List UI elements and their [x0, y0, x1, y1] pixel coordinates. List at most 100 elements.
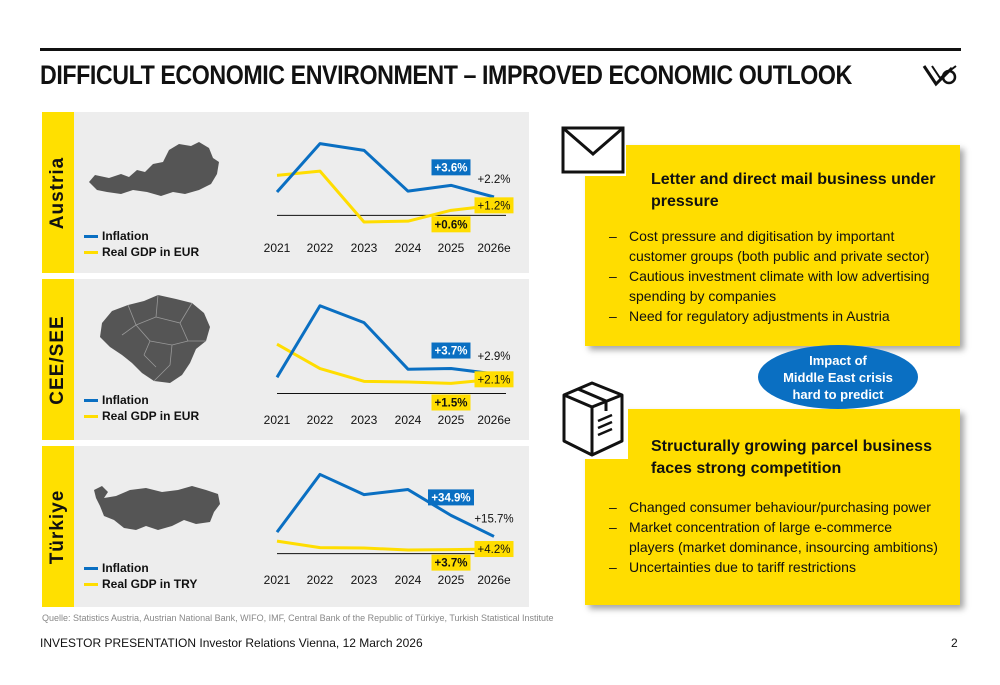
data-label: +2.1% — [478, 374, 511, 386]
gdp-line — [276, 169, 495, 224]
data-label: +3.7% — [435, 346, 468, 358]
bullet-item: Need for regulatory adjustments in Austr… — [609, 306, 929, 326]
x-tick-label: 2026e — [477, 241, 511, 255]
bullet-line: customer groups (both public and private… — [629, 248, 930, 264]
legend-gdp: Real GDP in TRY — [102, 577, 198, 591]
parcel-heading: Structurally growing parcel business face… — [651, 436, 932, 480]
x-tick-label: 2021 — [264, 241, 291, 255]
x-tick-label: 2023 — [351, 413, 378, 427]
x-tick-label: 2022 — [307, 413, 334, 427]
parcel-icon-box — [558, 375, 628, 459]
x-tick-label: 2025 — [438, 241, 465, 255]
austria-panel: Austria Inflation Real GDP in EUR 2021 20… — [42, 112, 529, 273]
gdp-line — [276, 342, 495, 385]
bullet-item: Cost pressure and digitisation by import… — [609, 226, 929, 266]
x-tick-label: 2021 — [264, 573, 291, 587]
turkey-map-icon — [94, 486, 220, 530]
oval-line: Middle East crisis — [783, 369, 893, 385]
data-label: +1.5% — [435, 398, 468, 410]
data-label: +0.6% — [435, 219, 468, 231]
envelope-icon-box — [560, 124, 626, 176]
bullet-line: Cautious investment climate with low adv… — [629, 268, 930, 284]
legend-inflation: Inflation — [102, 393, 149, 407]
footer-text: Investor Relations Vienna, 12 March 2026 — [196, 636, 423, 650]
bullet-item: Changed consumer behaviour/purchasing po… — [609, 497, 938, 517]
inflation-line — [275, 304, 495, 379]
data-label: +3.6% — [435, 162, 468, 174]
legend-inflation: Inflation — [102, 561, 149, 575]
x-tick-label: 2026e — [477, 413, 511, 427]
gdp-swatch — [84, 582, 98, 586]
gdp-swatch — [84, 414, 98, 418]
page-title: DIFFICULT ECONOMIC ENVIRONMENT – IMPROVE… — [40, 60, 852, 90]
footer-bold: INVESTOR PRESENTATION — [40, 636, 197, 650]
x-tick-label: 2025 — [438, 413, 465, 427]
data-label: +2.9% — [478, 351, 511, 363]
letter-card: Letter and direct mail business under pre… — [585, 145, 960, 346]
data-label-box — [428, 489, 474, 506]
gdp-line — [276, 539, 495, 552]
line-chart: 2021 2022 2023 2024 2025 2026e +34.9% +15.7% +3.… — [264, 472, 514, 587]
austria-map-icon — [89, 142, 219, 196]
footer: INVESTOR PRESENTATION Investor Relations… — [40, 636, 423, 650]
data-label-box — [474, 371, 514, 388]
bullet-item: Uncertainties due to tariff restrictions — [609, 557, 938, 577]
country-strip: Türkiye — [42, 446, 74, 607]
envelope-icon — [561, 126, 625, 174]
gdp-swatch — [84, 250, 98, 254]
inflation-swatch — [84, 566, 98, 570]
letter-heading: Letter and direct mail business under pre… — [651, 169, 936, 213]
legend: Inflation Real GDP in TRY — [84, 560, 197, 592]
page-number: 2 — [951, 636, 958, 650]
title-rule — [40, 48, 961, 51]
data-label: +34.9% — [431, 492, 470, 504]
data-label: +2.2% — [478, 174, 511, 186]
legend: Inflation Real GDP in EUR — [84, 392, 199, 424]
cee-see-panel: CEE/SEE Inflation Real GDP in EUR 2021 20… — [42, 279, 529, 440]
line-chart: 2021 2022 2023 2024 2025 2026e +3.6% +2.2% +0.6%… — [264, 142, 514, 255]
x-tick-label: 2024 — [395, 573, 422, 587]
data-label: +3.7% — [435, 558, 468, 570]
x-tick-label: 2023 — [351, 573, 378, 587]
x-tick-label: 2022 — [307, 241, 334, 255]
data-label: +1.2% — [478, 200, 511, 212]
turkiye-panel: Türkiye Inflation Real GDP in TRY 2021 20… — [42, 446, 529, 607]
inflation-line — [275, 142, 495, 199]
country-strip: Austria — [42, 112, 74, 273]
inflation-swatch — [84, 234, 98, 238]
x-tick-label: 2022 — [307, 573, 334, 587]
data-label-box — [431, 159, 471, 176]
bullet-line: Cost pressure and digitisation by import… — [629, 228, 895, 244]
data-label: +15.7% — [474, 513, 513, 525]
middle-east-oval: Impact of Middle East crisis hard to pre… — [758, 345, 918, 409]
legend-gdp: Real GDP in EUR — [102, 409, 200, 423]
bullet-line: Need for regulatory adjustments in Austr… — [629, 308, 890, 324]
heading-line: faces strong competition — [651, 460, 842, 477]
bullet-item: Market concentration of large e-commerce… — [609, 517, 938, 557]
heading-line: pressure — [651, 193, 719, 210]
cee-map-icon — [100, 294, 210, 383]
letter-bullets: Cost pressure and digitisation by import… — [609, 226, 929, 326]
bullet-line: Market concentration of large e-commerce — [629, 519, 892, 535]
bullet-line: players (market dominance, insourcing am… — [629, 539, 938, 555]
heading-line: Structurally growing parcel business — [651, 438, 932, 455]
oval-line: hard to predict — [792, 386, 884, 402]
parcel-bullets: Changed consumer behaviour/purchasing po… — [609, 497, 938, 577]
data-label-box — [431, 394, 471, 411]
oval-line: Impact of — [809, 352, 867, 368]
data-label: +4.2% — [478, 544, 511, 556]
x-tick-label: 2024 — [395, 241, 422, 255]
source-note: Quelle: Statistics Austria, Austrian Nat… — [42, 613, 554, 623]
data-label-box — [474, 541, 514, 558]
bullet-item: Cautious investment climate with low adv… — [609, 266, 929, 306]
line-chart: 2021 2022 2023 2024 2025 2026e +3.7% +2.9% +1.5%… — [264, 304, 514, 427]
parcel-card: Structurally growing parcel business face… — [585, 409, 960, 605]
legend-gdp: Real GDP in EUR — [102, 245, 200, 259]
parcel-box-icon — [562, 381, 624, 457]
post-horn-logo — [922, 65, 957, 87]
country-strip: CEE/SEE — [42, 279, 74, 440]
x-tick-label: 2021 — [264, 413, 291, 427]
inflation-line — [275, 472, 495, 538]
bullet-line: Uncertainties due to tariff restrictions — [629, 559, 856, 575]
legend-inflation: Inflation — [102, 229, 149, 243]
